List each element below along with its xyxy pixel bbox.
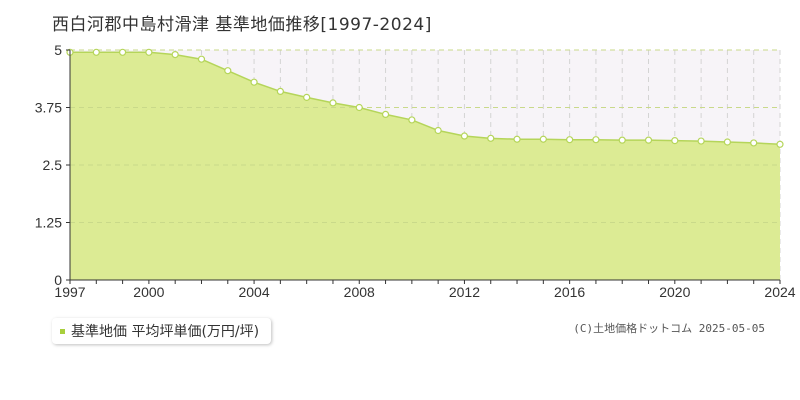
y-tick-label: 2.5 [43, 157, 63, 173]
data-point [408, 116, 416, 124]
x-tick-label: 1997 [54, 284, 85, 300]
data-point [671, 137, 679, 145]
y-tick-label: 5 [54, 42, 62, 58]
data-point [618, 136, 626, 144]
data-point [539, 135, 547, 143]
data-point [750, 139, 758, 147]
x-tick-label: 2024 [764, 284, 795, 300]
data-point [487, 134, 495, 142]
data-point [145, 48, 153, 56]
series-area [70, 52, 780, 280]
legend-label: 基準地価 平均坪単価(万円/坪) [71, 324, 260, 340]
x-tick-label: 2020 [659, 284, 690, 300]
data-point [566, 136, 574, 144]
data-point [118, 48, 127, 56]
data-point [303, 93, 311, 101]
data-point [92, 48, 100, 56]
data-point [723, 138, 732, 146]
x-tick-label: 2000 [133, 284, 164, 300]
copyright-text: (C)土地価格ドットコム 2025-05-05 [573, 322, 765, 335]
y-tick-label: 3.75 [35, 100, 62, 116]
y-tick-label: 1.25 [35, 215, 62, 231]
chart-title: 西白河郡中島村滑津 基準地価推移[1997-2024] [52, 15, 432, 35]
data-point [513, 135, 521, 143]
series-line [70, 51, 781, 146]
data-point [644, 136, 653, 144]
chart-legend: 基準地価 平均坪単価(万円/坪) [52, 318, 272, 344]
data-point [592, 136, 600, 144]
data-point [197, 55, 206, 63]
y-tick-label: 0 [54, 272, 62, 288]
data-point [329, 99, 337, 107]
x-tick-label: 2016 [554, 284, 585, 300]
data-point [434, 126, 442, 135]
x-tick-label: 2008 [344, 284, 375, 300]
data-point [171, 50, 179, 59]
x-tick-label: 2004 [238, 284, 269, 300]
data-point [224, 67, 232, 75]
data-point [776, 140, 784, 148]
data-point [250, 78, 258, 86]
data-point [381, 110, 390, 119]
x-tick-label: 2012 [449, 284, 480, 300]
data-point [697, 137, 705, 145]
data-point [355, 103, 363, 112]
data-point [460, 132, 469, 140]
legend-swatch [60, 328, 65, 334]
data-point [276, 87, 284, 96]
